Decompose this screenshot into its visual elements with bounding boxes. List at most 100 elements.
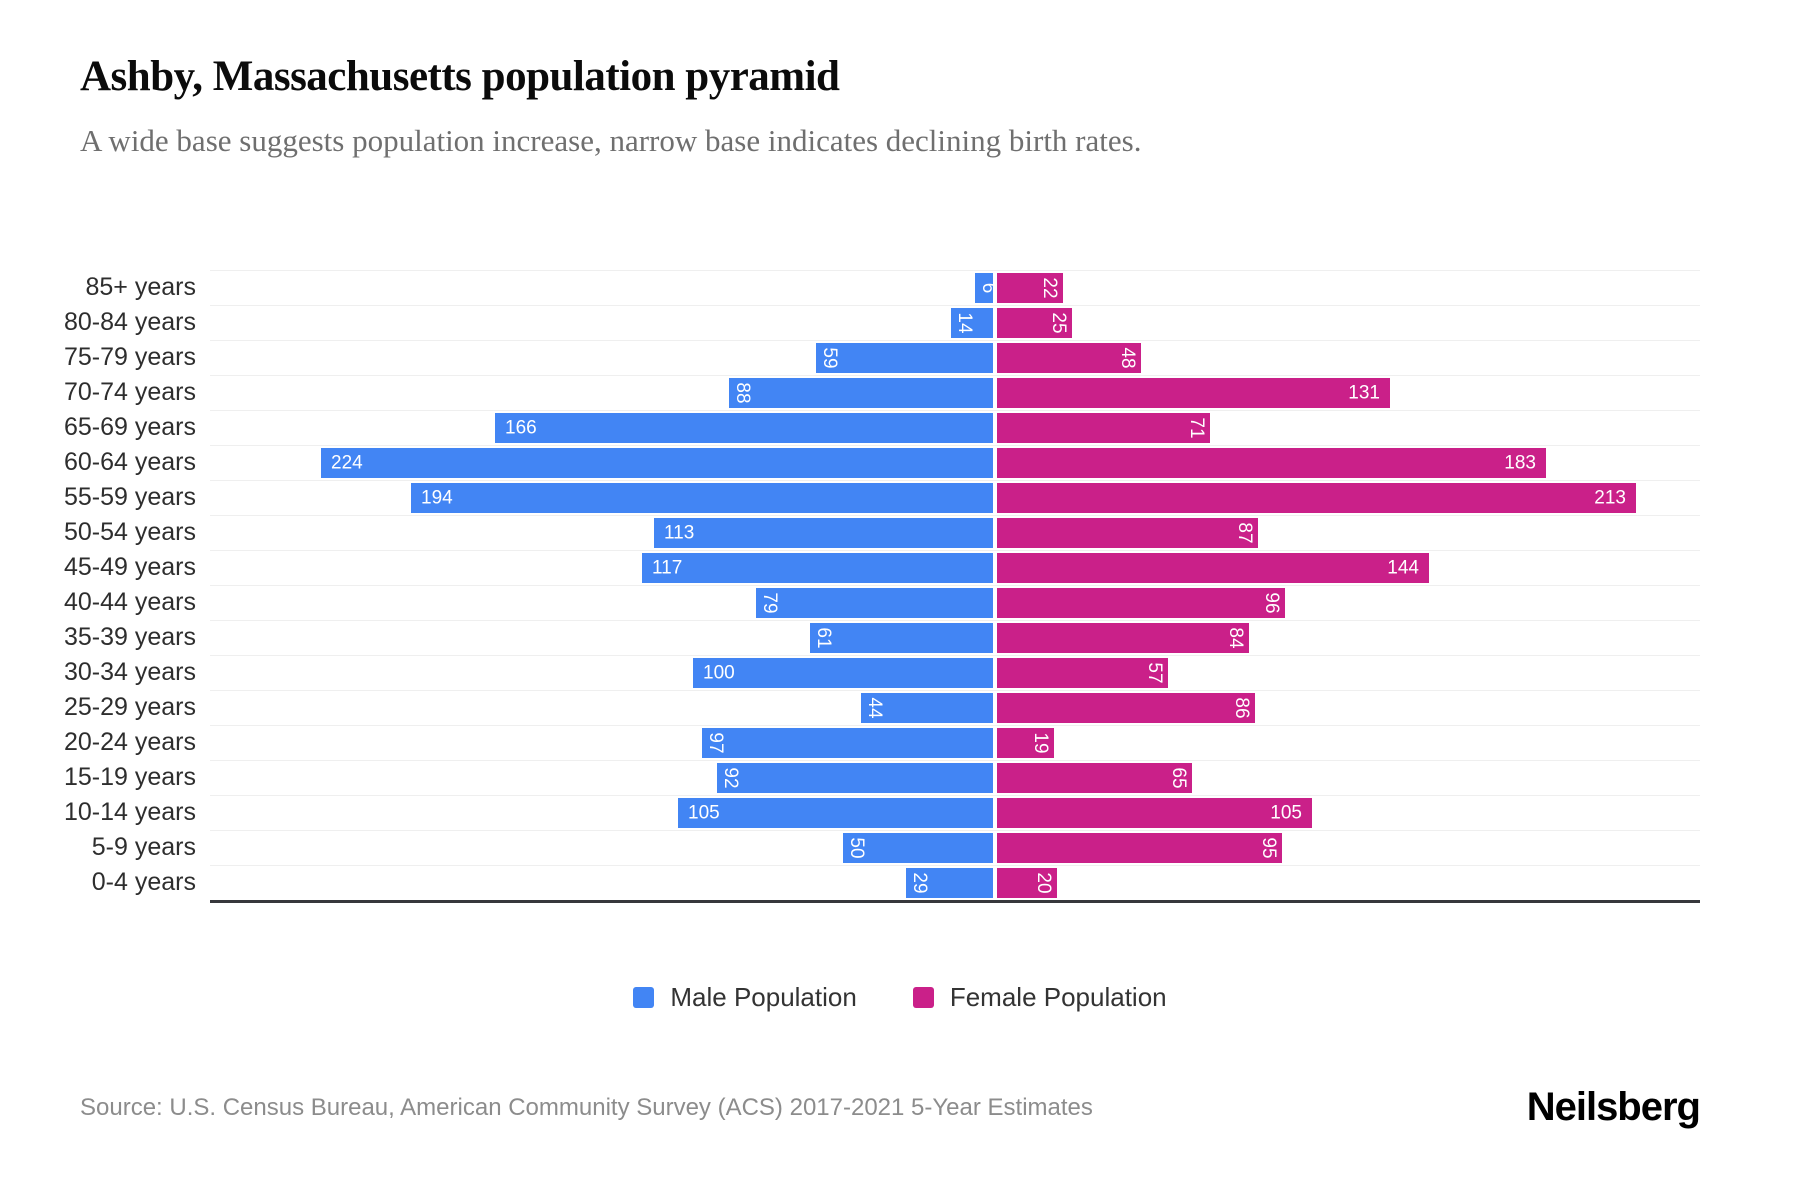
male-bar[interactable]: 61 bbox=[810, 623, 993, 653]
male-bar[interactable]: 97 bbox=[702, 728, 993, 758]
female-bar-value: 71 bbox=[1186, 417, 1207, 439]
female-bar-value: 144 bbox=[1387, 557, 1419, 579]
age-group-label: 60-64 years bbox=[63, 448, 196, 476]
female-bar[interactable]: 131 bbox=[997, 378, 1390, 408]
male-bar[interactable]: 50 bbox=[843, 833, 993, 863]
female-bar[interactable]: 105 bbox=[997, 798, 1312, 828]
age-group-label: 55-59 years bbox=[63, 483, 196, 511]
age-group-label: 70-74 years bbox=[63, 378, 196, 406]
row-plot-area: 97 19 bbox=[210, 725, 1700, 760]
chart-footer: Source: U.S. Census Bureau, American Com… bbox=[0, 1085, 1800, 1130]
age-group-label: 50-54 years bbox=[63, 518, 196, 546]
female-bar[interactable]: 57 bbox=[997, 658, 1168, 688]
female-bar[interactable]: 71 bbox=[997, 413, 1210, 443]
pyramid-row: 60-64 years 224 183 bbox=[0, 445, 1800, 480]
female-bar[interactable]: 95 bbox=[997, 833, 1282, 863]
pyramid-row: 55-59 years 194 213 bbox=[0, 480, 1800, 515]
male-bar-value: 105 bbox=[688, 802, 720, 824]
male-bar[interactable]: 166 bbox=[495, 413, 993, 443]
legend-item-male[interactable]: Male Population bbox=[633, 982, 857, 1013]
male-bar-value: 92 bbox=[720, 767, 741, 789]
male-legend-label: Male Population bbox=[670, 982, 857, 1012]
male-bar[interactable]: 14 bbox=[951, 308, 993, 338]
female-bar[interactable]: 65 bbox=[997, 763, 1192, 793]
row-plot-area: 61 84 bbox=[210, 620, 1700, 655]
female-bar-value: 87 bbox=[1234, 522, 1255, 544]
male-bar[interactable]: 6 bbox=[975, 273, 999, 303]
age-group-label: 75-79 years bbox=[63, 343, 196, 371]
male-bar[interactable]: 92 bbox=[717, 763, 993, 793]
age-group-label: 25-29 years bbox=[63, 693, 196, 721]
male-bar-value: 59 bbox=[819, 347, 840, 369]
male-bar[interactable]: 100 bbox=[693, 658, 993, 688]
female-bar[interactable]: 19 bbox=[997, 728, 1054, 758]
row-plot-area: 105 105 bbox=[210, 795, 1700, 830]
female-bar[interactable]: 213 bbox=[997, 483, 1636, 513]
female-bar[interactable]: 84 bbox=[997, 623, 1249, 653]
row-plot-area: 166 71 bbox=[210, 410, 1700, 445]
neilsberg-logo[interactable]: Neilsberg bbox=[1526, 1085, 1701, 1129]
female-bar[interactable]: 87 bbox=[997, 518, 1258, 548]
male-bar[interactable]: 79 bbox=[756, 588, 993, 618]
pyramid-row: 25-29 years 44 86 bbox=[0, 690, 1800, 725]
pyramid-row: 50-54 years 113 87 bbox=[0, 515, 1800, 550]
pyramid-row: 45-49 years 117 144 bbox=[0, 550, 1800, 585]
female-bar[interactable]: 183 bbox=[997, 448, 1546, 478]
male-bar-value: 79 bbox=[759, 592, 780, 614]
female-bar-value: 213 bbox=[1594, 487, 1626, 509]
pyramid-rows: 85+ years 6 22 80-84 years 14 25 75-79 years 59… bbox=[0, 270, 1800, 900]
row-plot-area: 224 183 bbox=[210, 445, 1700, 480]
male-bar-value: 50 bbox=[846, 837, 867, 859]
male-bar-value: 29 bbox=[909, 872, 930, 894]
female-bar[interactable]: 48 bbox=[997, 343, 1141, 373]
age-group-label: 15-19 years bbox=[63, 763, 196, 791]
male-bar[interactable]: 29 bbox=[906, 868, 993, 898]
male-bar[interactable]: 224 bbox=[321, 448, 993, 478]
male-bar-value: 224 bbox=[331, 452, 363, 474]
male-bar[interactable]: 117 bbox=[642, 553, 993, 583]
row-plot-area: 100 57 bbox=[210, 655, 1700, 690]
male-bar[interactable]: 88 bbox=[729, 378, 993, 408]
female-bar-value: 65 bbox=[1168, 767, 1189, 789]
age-group-label: 5-9 years bbox=[91, 833, 196, 861]
male-bar-value: 88 bbox=[732, 382, 753, 404]
male-bar[interactable]: 105 bbox=[678, 798, 993, 828]
male-bar-value: 14 bbox=[954, 312, 975, 334]
pyramid-row: 0-4 years 29 20 bbox=[0, 865, 1800, 900]
age-group-label: 85+ years bbox=[85, 273, 197, 301]
female-bar[interactable]: 96 bbox=[997, 588, 1285, 618]
chart-title: Ashby, Massachusetts population pyramid bbox=[80, 53, 840, 100]
age-group-label: 80-84 years bbox=[63, 308, 196, 336]
female-bar[interactable]: 25 bbox=[997, 308, 1072, 338]
row-plot-area: 113 87 bbox=[210, 515, 1700, 550]
female-bar[interactable]: 86 bbox=[997, 693, 1255, 723]
row-plot-area: 59 48 bbox=[210, 340, 1700, 375]
population-pyramid-chart: 85+ years 6 22 80-84 years 14 25 75-79 years 59… bbox=[0, 270, 1800, 903]
pyramid-row: 30-34 years 100 57 bbox=[0, 655, 1800, 690]
male-bar-value: 44 bbox=[864, 697, 885, 719]
female-bar-value: 86 bbox=[1231, 697, 1252, 719]
age-group-label: 30-34 years bbox=[63, 658, 196, 686]
pyramid-row: 70-74 years 88 131 bbox=[0, 375, 1800, 410]
row-plot-area: 117 144 bbox=[210, 550, 1700, 585]
chart-legend: Male Population Female Population bbox=[0, 982, 1800, 1013]
x-axis-line bbox=[210, 900, 1700, 903]
male-bar[interactable]: 113 bbox=[654, 518, 993, 548]
row-plot-area: 79 96 bbox=[210, 585, 1700, 620]
male-bar-value: 194 bbox=[421, 487, 453, 509]
male-bar[interactable]: 44 bbox=[861, 693, 993, 723]
female-bar[interactable]: 144 bbox=[997, 553, 1429, 583]
legend-item-female[interactable]: Female Population bbox=[912, 982, 1167, 1013]
female-bar-value: 131 bbox=[1348, 382, 1380, 404]
female-bar[interactable]: 20 bbox=[997, 868, 1057, 898]
female-bar-value: 96 bbox=[1261, 592, 1282, 614]
male-bar[interactable]: 194 bbox=[411, 483, 993, 513]
pyramid-row: 80-84 years 14 25 bbox=[0, 305, 1800, 340]
female-bar[interactable]: 22 bbox=[997, 273, 1063, 303]
row-plot-area: 88 131 bbox=[210, 375, 1700, 410]
male-bar[interactable]: 59 bbox=[816, 343, 993, 373]
female-bar-value: 183 bbox=[1504, 452, 1536, 474]
age-group-label: 65-69 years bbox=[63, 413, 196, 441]
male-bar-value: 113 bbox=[664, 522, 695, 544]
pyramid-row: 5-9 years 50 95 bbox=[0, 830, 1800, 865]
